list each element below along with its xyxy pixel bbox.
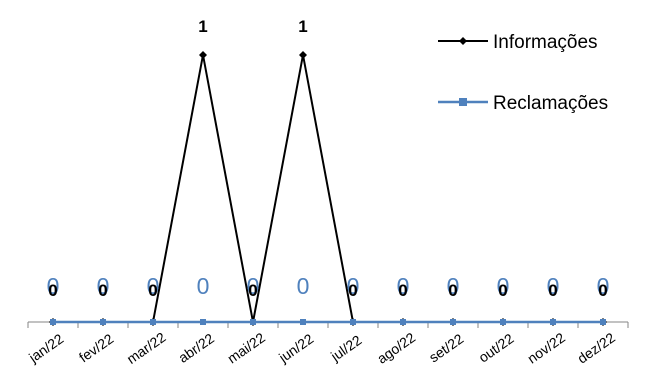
data-label-informacoes: 0 bbox=[248, 281, 257, 300]
data-label-informacoes: 0 bbox=[348, 281, 357, 300]
data-label-informacoes: 0 bbox=[448, 281, 457, 300]
data-label-reclamacoes: 0 bbox=[47, 273, 60, 299]
data-point-reclamacoes bbox=[200, 319, 206, 325]
data-point-reclamacoes bbox=[500, 319, 506, 325]
x-tick-label: fev/22 bbox=[76, 330, 117, 365]
data-label-reclamacoes: 0 bbox=[297, 273, 310, 299]
data-point-reclamacoes bbox=[50, 319, 56, 325]
data-label-reclamacoes: 0 bbox=[347, 273, 360, 299]
data-point-reclamacoes bbox=[100, 319, 106, 325]
data-label-reclamacoes: 0 bbox=[197, 273, 210, 299]
data-label-informacoes: 0 bbox=[398, 281, 407, 300]
data-label-informacoes: 0 bbox=[148, 281, 157, 300]
x-tick-label: set/22 bbox=[426, 330, 467, 365]
data-point-informacoes bbox=[199, 51, 207, 59]
data-label-reclamacoes: 0 bbox=[397, 273, 410, 299]
legend-marker-informacoes bbox=[459, 37, 467, 45]
legend-item-informacoes: Informações bbox=[438, 32, 598, 53]
data-label-informacoes: 0 bbox=[548, 281, 557, 300]
x-tick-label: out/22 bbox=[476, 330, 517, 366]
x-tick-label: mar/22 bbox=[124, 329, 169, 367]
data-label-reclamacoes: 0 bbox=[447, 273, 460, 299]
plot-area bbox=[49, 51, 607, 326]
data-point-reclamacoes bbox=[450, 319, 456, 325]
data-point-informacoes bbox=[299, 51, 307, 59]
data-point-reclamacoes bbox=[300, 319, 306, 325]
data-point-reclamacoes bbox=[250, 319, 256, 325]
legend: Informações Reclamações bbox=[438, 32, 608, 114]
data-label-informacoes: 0 bbox=[98, 281, 107, 300]
data-label-informacoes: 1 bbox=[198, 17, 207, 36]
data-label-informacoes: 0 bbox=[598, 281, 607, 300]
data-point-reclamacoes bbox=[550, 319, 556, 325]
x-tick-label: dez/22 bbox=[574, 329, 618, 366]
data-label-reclamacoes: 0 bbox=[97, 273, 110, 299]
data-label-reclamacoes: 0 bbox=[497, 273, 510, 299]
data-label-informacoes: 0 bbox=[48, 281, 57, 300]
data-label-reclamacoes: 0 bbox=[247, 273, 260, 299]
legend-label-informacoes: Informações bbox=[493, 32, 598, 53]
data-label-informacoes: 1 bbox=[298, 17, 307, 36]
x-tick-label: mai/22 bbox=[224, 329, 268, 366]
data-point-reclamacoes bbox=[150, 319, 156, 325]
x-tick-label: abr/22 bbox=[175, 330, 217, 366]
data-point-reclamacoes bbox=[600, 319, 606, 325]
legend-label-reclamacoes: Reclamações bbox=[493, 93, 608, 114]
data-label-reclamacoes: 0 bbox=[597, 273, 610, 299]
data-label-reclamacoes: 0 bbox=[547, 273, 560, 299]
legend-item-reclamacoes: Reclamações bbox=[438, 93, 608, 114]
data-label-reclamacoes: 0 bbox=[147, 273, 160, 299]
data-point-reclamacoes bbox=[350, 319, 356, 325]
data-label-informacoes: 0 bbox=[498, 281, 507, 300]
x-tick-label: ago/22 bbox=[374, 329, 418, 367]
legend-marker-reclamacoes bbox=[459, 98, 467, 106]
x-tick-labels: jan/22 fev/22 mar/22 abr/22 mai/22 jun/22 jul/… bbox=[25, 329, 618, 367]
x-tick-label: jan/22 bbox=[25, 330, 66, 366]
data-point-reclamacoes bbox=[400, 319, 406, 325]
x-tick-label: jul/22 bbox=[327, 332, 365, 365]
x-tick-label: jun/22 bbox=[275, 330, 316, 366]
x-tick-label: nov/22 bbox=[524, 329, 568, 366]
